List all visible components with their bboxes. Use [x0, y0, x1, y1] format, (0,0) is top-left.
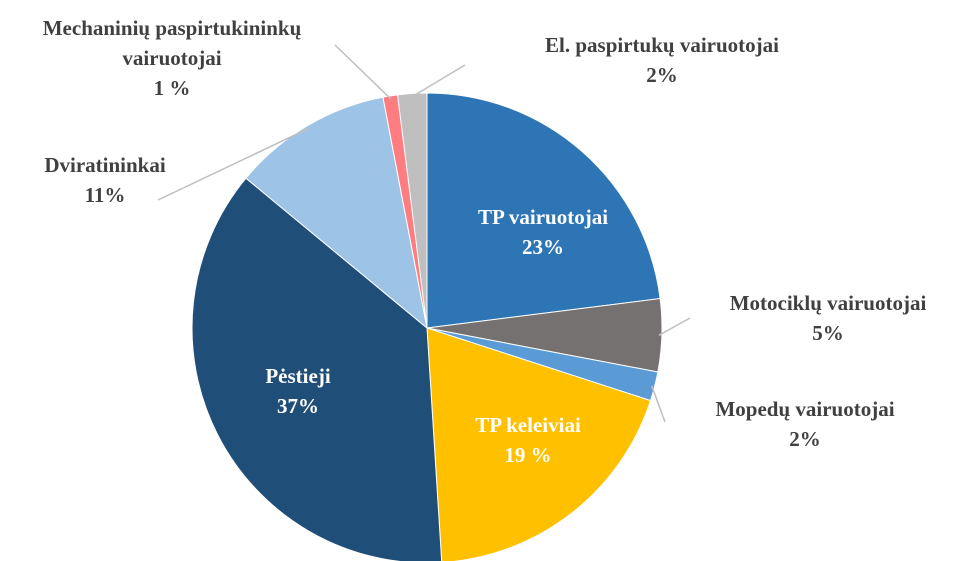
value-label: 2%	[646, 63, 678, 87]
category-label: Mopedų vairuotojai	[715, 397, 895, 421]
pie-slice	[426, 327, 652, 561]
value-label: 2%	[789, 427, 821, 451]
category-label: El. paspirtukų vairuotojai	[545, 33, 779, 57]
value-label: 5%	[812, 321, 844, 345]
pie-slice	[396, 92, 428, 329]
pie-slice	[426, 92, 661, 329]
pie-slice	[245, 96, 428, 330]
slice-label: Dviratininkai 11%	[44, 150, 165, 210]
leader-line	[651, 385, 666, 423]
slice-label: TP vairuotojai 23%	[478, 202, 608, 262]
leader-line	[412, 64, 466, 98]
value-label: 1 %	[153, 76, 191, 100]
slice-label: El. paspirtukų vairuotojai 2%	[545, 30, 779, 90]
pie-slice	[191, 177, 443, 561]
category-label: Dviratininkai	[44, 153, 166, 177]
value-label: 37%	[276, 394, 319, 418]
category-label: Pėstieji	[265, 364, 331, 388]
leader-line	[658, 317, 691, 336]
slice-label: Pėstieji 37%	[265, 361, 330, 421]
category-label: Motociklų vairuotojai	[729, 291, 927, 315]
category-label: Mechaninių paspirtukininkų vairuotojai	[42, 16, 302, 70]
slice-label: Mechaninių paspirtukininkų vairuotojai 1 …	[7, 13, 337, 103]
leader-line	[334, 44, 392, 100]
value-label: 11%	[84, 183, 126, 207]
slice-label: Motociklų vairuotojai 5%	[730, 288, 927, 348]
slice-label: Mopedų vairuotojai 2%	[715, 394, 894, 454]
value-label: 19 %	[504, 443, 552, 467]
value-label: 23%	[522, 235, 564, 259]
category-label: TP vairuotojai	[477, 205, 609, 229]
category-label: TP keleiviai	[475, 413, 581, 437]
slice-label: TP keleiviai 19 %	[475, 410, 581, 470]
leader-line	[157, 127, 310, 201]
